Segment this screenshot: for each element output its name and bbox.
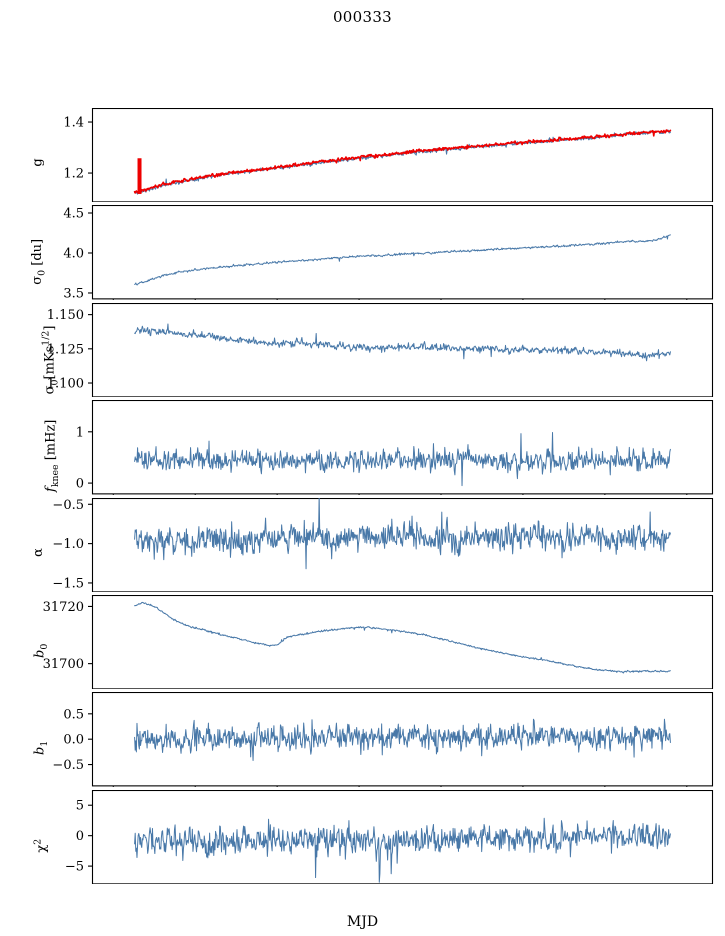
panel-canvas-alpha: −0.5 −1.0 −1.5	[52, 497, 714, 592]
y-tick-label: 5	[76, 798, 84, 813]
panel-canvas-sigma0-mks: 1.100 1.125 1.150	[47, 302, 714, 398]
panel-canvas-gain: 1.2 1.4	[63, 108, 714, 203]
data-series-b1	[134, 718, 671, 762]
data-series-b0	[134, 601, 671, 674]
y-tick-label: 1.2	[63, 167, 84, 182]
panel-b1: 0.5 0.0 −0.5 b1	[0, 692, 725, 787]
y-axis-label-b0: b0	[32, 643, 50, 658]
y-tick-label: 1.100	[47, 376, 84, 391]
data-series-sigma0-du	[134, 234, 671, 286]
y-tick-label: 31720	[43, 600, 84, 615]
axes-frame	[91, 302, 714, 398]
y-tick-label: −5	[65, 859, 84, 874]
y-tick-label: 1.150	[47, 308, 84, 323]
y-axis-label-chi2: χ2	[32, 838, 50, 853]
x-axis-label: MJD	[346, 914, 379, 930]
panel-canvas-chi2: 50−5520005250053000535005400054500550005…	[65, 789, 714, 884]
y-tick-label: −1.0	[52, 537, 84, 552]
panel-canvas-b1: 0.5 0.0 −0.5	[52, 692, 714, 787]
y-tick-label: 0.0	[63, 733, 84, 748]
y-tick-label: 31700	[43, 657, 84, 672]
panel-chi2: 50−5520005250053000535005400054500550005…	[0, 789, 725, 884]
y-tick-label: 1	[76, 425, 84, 440]
y-axis-label-fknee: fknee [mHz]	[43, 419, 61, 493]
panel-fknee: 0 1 fknee [mHz]	[0, 400, 725, 495]
panel-canvas-sigma0-du: 3.5 4.0 4.5	[63, 205, 714, 300]
data-series-chi2	[134, 817, 671, 883]
data-series-fknee	[134, 432, 671, 487]
y-axis-label-alpha: α	[30, 547, 46, 557]
figure-title: 000333	[332, 8, 393, 26]
axes-frame	[91, 108, 714, 203]
y-tick-label: 0	[76, 477, 84, 492]
y-axis-label-b1: b1	[32, 741, 50, 756]
axes-frame	[91, 497, 714, 592]
y-axis-label-sigma0-du: σ0 [du]	[30, 238, 48, 285]
y-tick-label: 3.5	[63, 287, 84, 300]
y-tick-label: 0.5	[63, 708, 84, 723]
y-tick-label: 1.4	[63, 116, 84, 131]
panel-canvas-fknee: 01	[76, 400, 714, 495]
y-tick-label: −1.5	[52, 576, 84, 591]
axes-frame	[91, 692, 714, 787]
y-tick-label: 4.5	[63, 207, 84, 222]
y-tick-label: −0.5	[52, 498, 84, 513]
y-tick-label: 4.0	[63, 247, 84, 262]
y-tick-label: 1.125	[47, 342, 84, 357]
panel-alpha: −0.5 −1.0 −1.5 α	[0, 497, 725, 592]
y-tick-label: 0	[76, 829, 84, 844]
axes-frame	[91, 205, 714, 300]
axes-frame	[91, 594, 714, 690]
axes-frame	[91, 400, 714, 495]
panel-sigma0-mks: 1.100 1.125 1.150 σ0[mKs1/2]	[0, 302, 725, 398]
y-axis-label-sigma0-mks: σ0[mKs1/2]	[40, 325, 61, 395]
data-series-g-observed	[133, 129, 672, 194]
axes-frame	[91, 789, 714, 884]
panel-sigma0-du: 3.5 4.0 4.5 σ0 [du]	[0, 205, 725, 300]
data-series-alpha	[134, 497, 671, 569]
y-axis-label-gain: g	[30, 158, 46, 167]
panel-gain: 1.2 1.4 g	[0, 108, 725, 203]
panel-canvas-b0: 31700 31720	[43, 594, 714, 690]
y-tick-label: −0.5	[52, 758, 84, 773]
data-series-sigma0-mks	[134, 323, 671, 362]
data-series-g-model	[134, 129, 671, 195]
panel-b0: 31700 31720 b0	[0, 594, 725, 690]
